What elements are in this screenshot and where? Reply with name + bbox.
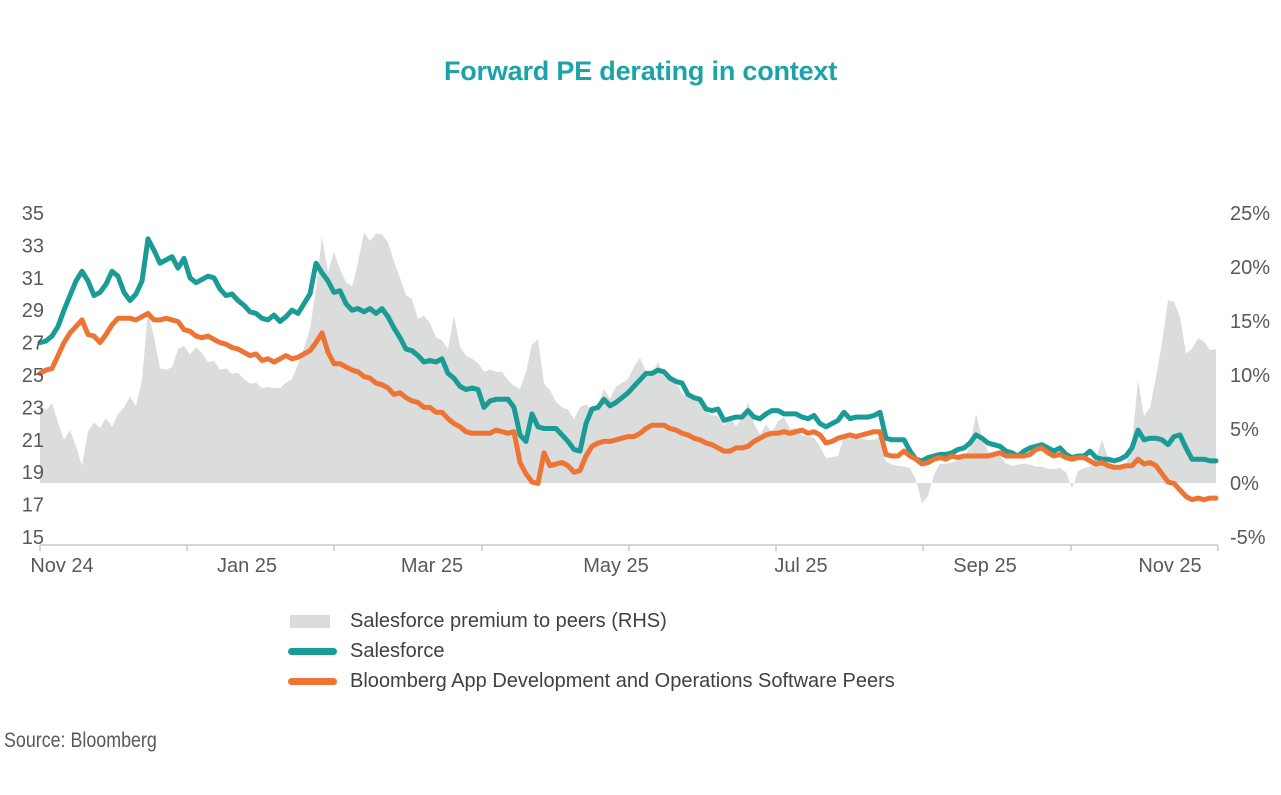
left-axis-tick-label: 17 (22, 495, 44, 517)
x-axis-tick-label: Jul 25 (774, 555, 827, 577)
x-axis-tick-label: Mar 25 (401, 555, 463, 577)
x-axis-tick-label: Nov 24 (30, 555, 93, 577)
left-axis-tick-label: 33 (22, 235, 44, 257)
left-axis-tick-label: 25 (22, 365, 44, 387)
chart-title: Forward PE derating in context (443, 56, 838, 86)
premium-area-swatch-icon (290, 614, 330, 628)
legend-label-salesforce: Salesforce (350, 639, 445, 662)
legend: Salesforce premium to peers (RHS) Salesf… (288, 606, 895, 696)
legend-item-peers: Bloomberg App Development and Operations… (288, 666, 895, 696)
legend-label-premium: Salesforce premium to peers (RHS) (350, 609, 667, 632)
right-axis-tick-label: 15% (1230, 311, 1270, 333)
left-axis-tick-label: 15 (22, 527, 44, 549)
peers-line-series (37, 310, 1219, 503)
left-axis-tick-label: 29 (22, 300, 44, 322)
premium-area-series (40, 232, 1216, 504)
peers-line-swatch-icon (288, 677, 337, 685)
salesforce-line-swatch-icon (288, 647, 337, 655)
legend-item-premium: Salesforce premium to peers (RHS) (288, 606, 895, 636)
legend-item-salesforce: Salesforce (288, 636, 895, 666)
right-axis-tick-label: 5% (1230, 419, 1259, 441)
right-axis-tick-label: 20% (1230, 257, 1270, 279)
x-axis-tick-label: Jan 25 (217, 555, 277, 577)
x-axis-tick-label: May 25 (583, 555, 649, 577)
left-axis-tick-label: 35 (22, 203, 44, 225)
x-axis-tick-label: Sep 25 (953, 555, 1016, 577)
left-axis-tick-label: 19 (22, 462, 44, 484)
right-axis-tick-label: -5% (1230, 527, 1266, 549)
left-axis-tick-label: 23 (22, 397, 44, 419)
legend-label-peers: Bloomberg App Development and Operations… (350, 669, 895, 692)
right-axis-tick-label: 10% (1230, 365, 1270, 387)
left-axis-tick-label: 21 (22, 430, 44, 452)
left-axis-tick-label: 27 (22, 333, 44, 355)
source-note: Source: Bloomberg (4, 729, 157, 752)
right-axis-tick-label: 0% (1230, 473, 1259, 495)
x-axis-tick-label: Nov 25 (1138, 555, 1201, 577)
left-axis-tick-label: 31 (22, 268, 44, 290)
right-axis-tick-label: 25% (1230, 203, 1270, 225)
